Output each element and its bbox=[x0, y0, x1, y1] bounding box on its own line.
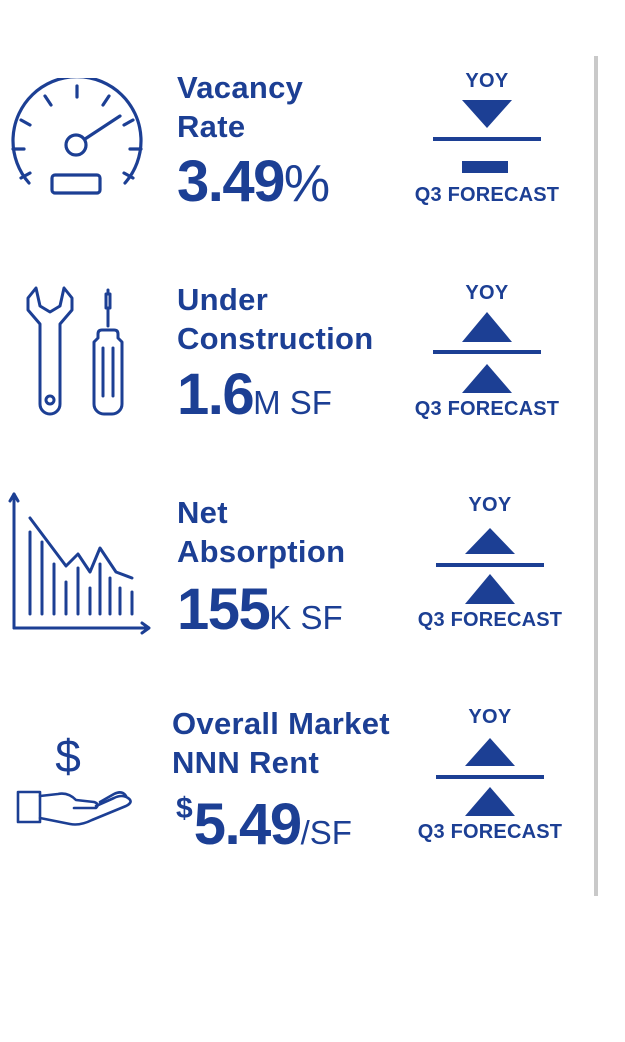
metric-value: 155K SF bbox=[177, 577, 343, 642]
metric-label: Under Construction bbox=[177, 282, 374, 356]
yoy-up-arrow-icon bbox=[465, 528, 515, 554]
metric-nnn-rent: $ Overall Market NNN Rent $5.49/SF YOY Q… bbox=[0, 680, 594, 900]
yoy-up-arrow-icon bbox=[462, 312, 512, 342]
wrench-screwdriver-icon bbox=[24, 286, 134, 418]
forecast-label: Q3 FORECAST bbox=[417, 821, 563, 843]
forecast-up-arrow-icon bbox=[462, 364, 512, 393]
hand-dollar-icon: $ bbox=[14, 728, 138, 828]
yoy-label: YOY bbox=[468, 494, 512, 516]
declining-chart-icon bbox=[8, 492, 154, 636]
svg-text:$: $ bbox=[55, 730, 81, 782]
forecast-label: Q3 FORECAST bbox=[414, 184, 560, 206]
forecast-label: Q3 FORECAST bbox=[417, 609, 563, 631]
forecast-flat-icon bbox=[462, 161, 508, 173]
metric-label: Overall Market NNN Rent bbox=[172, 706, 390, 780]
forecast-up-arrow-icon bbox=[465, 787, 515, 816]
metric-value: $5.49/SF bbox=[176, 792, 352, 857]
metric-label: Net Absorption bbox=[177, 495, 346, 569]
metric-value: 1.6M SF bbox=[177, 362, 332, 427]
trend-indicator: YOY Q3 FORECAST bbox=[412, 282, 562, 420]
yoy-label: YOY bbox=[468, 706, 512, 728]
yoy-up-arrow-icon bbox=[465, 738, 515, 766]
trend-indicator: YOY Q3 FORECAST bbox=[415, 494, 565, 631]
metric-vacancy-rate: Vacancy Rate 3.49% YOY Q3 FORECAST bbox=[0, 0, 594, 240]
forecast-up-arrow-icon bbox=[465, 574, 515, 604]
metric-net-absorption: Net Absorption 155K SF YOY Q3 FORECAST bbox=[0, 460, 594, 680]
trend-indicator: YOY Q3 FORECAST bbox=[415, 706, 565, 843]
forecast-label: Q3 FORECAST bbox=[414, 398, 560, 420]
metric-under-construction: Under Construction 1.6M SF YOY Q3 FORECA… bbox=[0, 240, 594, 460]
speedometer-icon bbox=[10, 78, 144, 202]
yoy-down-arrow-icon bbox=[462, 100, 512, 128]
metric-value: 3.49% bbox=[177, 149, 330, 214]
vertical-divider bbox=[594, 56, 598, 896]
yoy-label: YOY bbox=[465, 70, 509, 92]
trend-indicator: YOY Q3 FORECAST bbox=[412, 70, 562, 206]
metric-label: Vacancy Rate bbox=[177, 70, 304, 144]
yoy-label: YOY bbox=[465, 282, 509, 304]
